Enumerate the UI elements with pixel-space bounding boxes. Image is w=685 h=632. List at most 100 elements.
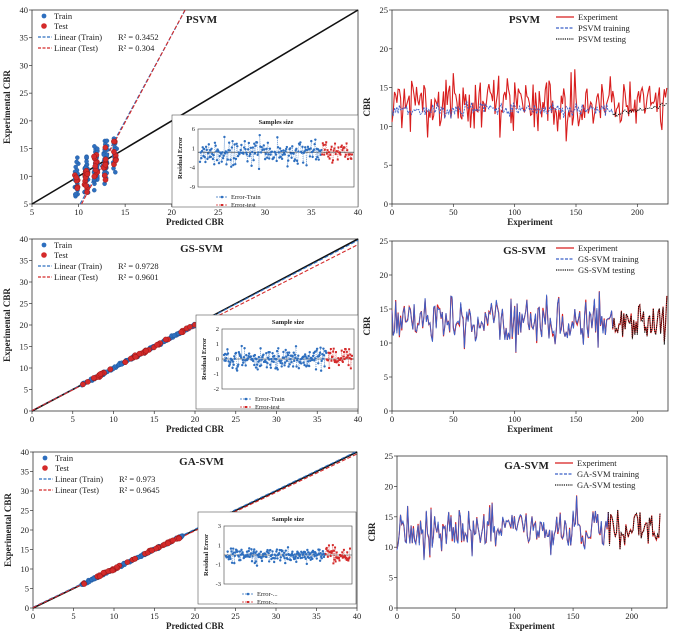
inset-psvm-train-point bbox=[209, 155, 213, 159]
scatter-psvm-train-point bbox=[84, 155, 89, 160]
inset-gs-svm-train-point bbox=[241, 358, 245, 362]
inset-ga-svm-train-point bbox=[233, 561, 236, 565]
scatter-gs-svm-test-point bbox=[85, 379, 91, 385]
scatter-psvm-y-axis-label: Experimental CBR bbox=[2, 70, 12, 144]
scatter-gs-svm-ytick-label: 35 bbox=[20, 256, 29, 266]
inset-psvm-ytick-label: 6 bbox=[192, 126, 196, 133]
inset-ga-svm-train-point bbox=[250, 559, 254, 563]
inset-psvm-train-line bbox=[199, 135, 322, 169]
inset-gs-svm-train-point bbox=[233, 355, 236, 358]
series-psvm-legend-item-2: PSVM testing bbox=[578, 34, 627, 44]
inset-psvm-ytick-label: -9 bbox=[190, 184, 195, 191]
scatter-psvm-ytick-label: 25 bbox=[20, 88, 29, 98]
series-ga-svm-training-line bbox=[396, 495, 609, 561]
inset-gs-svm-train-point bbox=[241, 363, 244, 367]
scatter-gs-svm-train-point bbox=[171, 333, 177, 338]
inset-psvm-train-point bbox=[287, 154, 291, 157]
scatter-gs-svm-y-axis-label: Experimental CBR bbox=[2, 288, 12, 362]
scatter-psvm-title: PSVM bbox=[186, 14, 218, 26]
inset-gs-svm-test-point bbox=[332, 350, 335, 353]
scatter-ga-svm-ytick-label: 35 bbox=[21, 467, 30, 477]
scatter-psvm-legend-train: Train bbox=[54, 11, 73, 21]
inset-ga-svm-train-point bbox=[267, 560, 271, 563]
inset-psvm-train-point bbox=[247, 141, 251, 145]
scatter-gs-svm-xtick-label: 5 bbox=[71, 414, 75, 424]
scatter-ga-svm-xtick-label: 20 bbox=[191, 611, 200, 621]
scatter-psvm-legend-test: Test bbox=[54, 21, 69, 31]
scatter-psvm-xtick-label: 30 bbox=[261, 207, 270, 217]
inset-gs-svm-test-point bbox=[347, 354, 349, 357]
inset-gs-svm-test-point bbox=[330, 359, 333, 362]
series-psvm-ytick-label: 0 bbox=[384, 199, 388, 209]
inset-psvm-test-point bbox=[342, 147, 345, 150]
scatter-psvm-test-point bbox=[91, 173, 98, 180]
inset-psvm-train-point bbox=[232, 157, 236, 160]
inset-psvm-test-point bbox=[337, 146, 340, 149]
scatter-gs-svm-title: GS-SVM bbox=[180, 243, 223, 255]
scatter-psvm-r2-train: R² = 0.3452 bbox=[118, 32, 159, 42]
inset-psvm-train-point bbox=[213, 163, 216, 166]
series-ga-svm-legend-item-2: GA-SVM testing bbox=[577, 480, 636, 490]
scatter-ga-svm-xtick-label: 10 bbox=[110, 611, 119, 621]
inset-gs-svm-train-point bbox=[231, 360, 235, 363]
inset-ga-svm-train-point bbox=[238, 550, 242, 553]
scatter-ga-svm-ytick-label: 5 bbox=[25, 584, 29, 594]
scatter-gs-svm-test-point bbox=[154, 342, 160, 348]
inset-gs-svm-train-point bbox=[293, 359, 296, 363]
series-psvm-x-axis-label: Experiment bbox=[507, 217, 553, 227]
inset-gs-svm-test-point bbox=[334, 359, 337, 362]
series-gs-svm-training-line bbox=[391, 291, 614, 353]
inset-psvm-test-point bbox=[328, 157, 331, 160]
scatter-ga-svm-legend-fit-test: Linear (Test) bbox=[55, 485, 99, 495]
series-ga-svm-title: GA-SVM bbox=[504, 460, 549, 472]
scatter-ga-svm-xtick-label: 5 bbox=[71, 611, 75, 621]
scatter-gs-svm-xtick-label: 0 bbox=[30, 414, 34, 424]
inset-psvm-train-point bbox=[215, 150, 218, 153]
scatter-ga-svm-ytick-label: 0 bbox=[25, 603, 29, 613]
series-ga-svm-experiment-line bbox=[396, 495, 661, 559]
scatter-gs-svm-xtick-label: 10 bbox=[109, 414, 118, 424]
inset-gs-svm-title: Sample size bbox=[272, 319, 304, 326]
inset-psvm-test-point bbox=[348, 153, 351, 156]
scatter-psvm-train-point bbox=[92, 144, 97, 149]
inset-psvm-test-point bbox=[336, 150, 339, 153]
inset-gs-svm-train-point bbox=[255, 363, 259, 366]
inset-gs-svm-train-point bbox=[302, 361, 305, 364]
scatter-psvm-test-point bbox=[91, 153, 97, 160]
scatter-psvm-xtick-label: 15 bbox=[121, 207, 130, 217]
inset-gs-svm-train-point bbox=[314, 368, 318, 371]
scatter-ga-svm-legend-fit-train: Linear (Train) bbox=[55, 474, 103, 484]
inset-psvm-train-point bbox=[231, 139, 234, 143]
inset-gs-svm-train-point bbox=[284, 348, 287, 352]
inset-psvm-test-point bbox=[323, 148, 326, 151]
inset-psvm-test-point bbox=[345, 142, 348, 145]
inset-gs-svm-train-point bbox=[224, 359, 227, 362]
scatter-gs-svm-test-point bbox=[97, 371, 104, 377]
scatter-psvm-train-point bbox=[75, 155, 80, 160]
scatter-ga-svm-test-point bbox=[124, 559, 131, 565]
inset-ga-svm-train-point bbox=[294, 555, 297, 558]
inset-psvm-train-point bbox=[238, 151, 242, 154]
inset-gs-svm-test-point bbox=[340, 357, 343, 360]
inset-gs-svm-train-point bbox=[297, 354, 300, 357]
inset-gs-svm-train-point bbox=[279, 359, 283, 363]
scatter-psvm-test-point bbox=[101, 172, 108, 179]
inset-gs-svm-test-point bbox=[351, 354, 353, 357]
series-psvm-xtick-label: 0 bbox=[390, 207, 394, 217]
series-gs-svm-legend-item-1: GS-SVM training bbox=[578, 254, 639, 264]
inset-gs-svm-train-point bbox=[245, 353, 248, 357]
inset-psvm-train-point bbox=[286, 165, 289, 168]
inset-gs-svm-train-point bbox=[322, 354, 326, 357]
scatter-psvm-legend-fit-train: Linear (Train) bbox=[54, 32, 102, 42]
inset-gs-svm-train-point bbox=[237, 363, 240, 366]
inset-gs-svm-train-point bbox=[253, 363, 256, 367]
scatter-ga-svm-title: GA-SVM bbox=[179, 456, 224, 468]
inset-psvm-train-point bbox=[255, 141, 259, 144]
inset-psvm-train-point bbox=[282, 149, 285, 152]
inset-gs-svm-test-point bbox=[340, 349, 343, 352]
inset-gs-svm-test-point bbox=[329, 351, 332, 354]
scatter-gs-svm-legend-train: Train bbox=[54, 240, 73, 250]
inset-ga-svm-train-point bbox=[305, 553, 308, 556]
inset-gs-svm-train-point bbox=[320, 359, 323, 363]
